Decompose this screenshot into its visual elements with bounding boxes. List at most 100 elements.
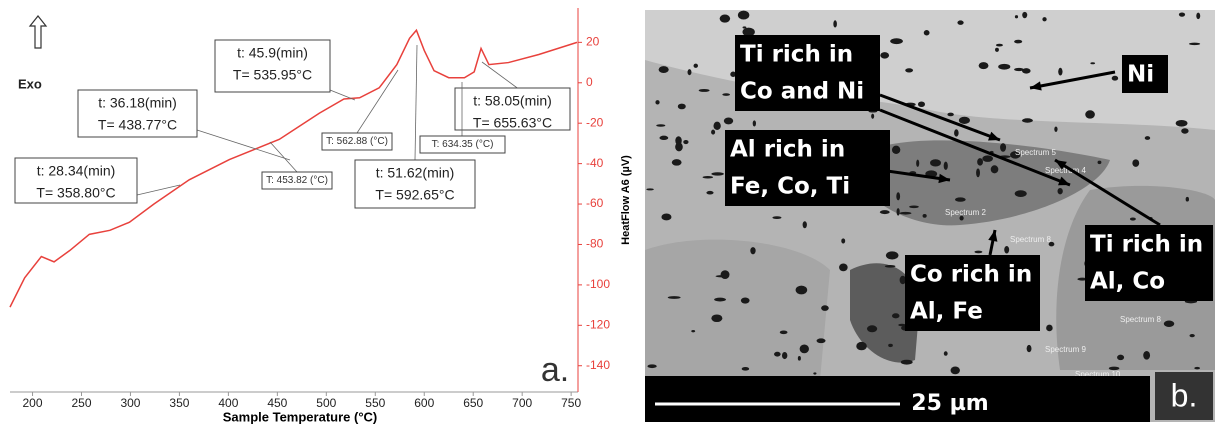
pore <box>841 238 845 243</box>
x-tick-label: 350 <box>169 396 189 410</box>
annotation-text: t: 28.34(min) <box>37 163 116 179</box>
pore <box>1164 321 1174 327</box>
pore <box>1046 325 1053 332</box>
pore <box>1189 43 1200 45</box>
pore <box>796 286 808 295</box>
pore <box>1130 217 1136 220</box>
pore <box>867 325 877 332</box>
label-text: Fe, Co, Ti <box>730 174 850 200</box>
pore <box>1004 246 1009 254</box>
dsc-chart: Exo Sample Temperature (°C) HeatFlow A6 … <box>10 8 632 424</box>
pore <box>839 263 848 271</box>
pore <box>661 214 671 221</box>
pore <box>683 140 688 144</box>
pore <box>918 101 925 107</box>
pore <box>714 298 726 302</box>
pore <box>897 208 900 216</box>
pore <box>833 20 837 27</box>
x-tick-label: 300 <box>120 396 140 410</box>
pore <box>817 338 826 343</box>
pore <box>703 176 714 178</box>
pore <box>782 352 787 359</box>
pore <box>1014 68 1024 71</box>
pore <box>1186 197 1189 202</box>
pore <box>974 251 982 254</box>
pore <box>656 124 665 126</box>
label-text: Al, Fe <box>910 299 983 325</box>
annotation-text: T= 438.77°C <box>98 117 177 133</box>
pore <box>880 210 890 214</box>
pore <box>780 330 788 334</box>
y-tick-label: -120 <box>586 317 610 331</box>
pore <box>738 11 749 20</box>
pore <box>753 120 756 126</box>
region <box>645 240 830 380</box>
pore <box>1058 68 1062 76</box>
y-tick-label: 0 <box>586 75 593 89</box>
annotation-text: t: 51.62(min) <box>376 165 455 181</box>
pore <box>774 352 781 357</box>
pore <box>886 251 899 259</box>
pore <box>1196 13 1200 19</box>
pore <box>742 367 749 371</box>
annotation-text: t: 58.05(min) <box>473 93 552 109</box>
pore <box>885 265 896 268</box>
leader-line <box>197 130 290 160</box>
y-tick-label: -60 <box>586 196 604 210</box>
pore <box>976 168 980 177</box>
pore <box>998 64 1010 70</box>
annotation-text: T: 634.35 (°C) <box>432 139 494 150</box>
pore <box>694 64 698 68</box>
pore <box>996 44 1003 47</box>
pore <box>659 66 669 73</box>
leader-line <box>357 70 398 133</box>
pore <box>979 62 989 69</box>
pore <box>1054 126 1057 131</box>
pore <box>800 345 809 354</box>
label-text: Co rich in <box>910 262 1032 288</box>
pore <box>888 344 893 347</box>
pore <box>995 48 999 52</box>
y-tick-label: -40 <box>586 156 604 170</box>
pore <box>856 342 867 350</box>
y-tick-label: -100 <box>586 277 610 291</box>
pore <box>916 160 919 167</box>
pore <box>1015 15 1018 18</box>
annotation-text: t: 36.18(min) <box>98 95 177 111</box>
scale-bar-label: 25 µm <box>911 391 988 416</box>
pore <box>706 191 713 195</box>
pore <box>1015 190 1027 197</box>
pore <box>880 52 889 58</box>
x-tick-label: 650 <box>463 396 483 410</box>
pore <box>1042 17 1046 21</box>
x-tick-label: 400 <box>218 396 238 410</box>
spectrum-label: Spectrum 8 <box>1010 235 1051 244</box>
x-tick-label: 600 <box>414 396 434 410</box>
pore <box>944 351 948 355</box>
pore <box>1181 128 1188 133</box>
pore <box>871 114 874 119</box>
pore <box>743 26 747 28</box>
spectrum-label: Spectrum 9 <box>1045 345 1086 354</box>
y-tick-label: -20 <box>586 115 604 129</box>
spectrum-label: Spectrum 8 <box>1120 315 1161 324</box>
label-text: Ni <box>1127 62 1154 88</box>
pore <box>668 296 681 299</box>
x-tick-label: 700 <box>512 396 532 410</box>
pore <box>923 214 927 218</box>
pore <box>688 69 692 75</box>
pore <box>924 30 930 35</box>
annotation-text: T: 562.88 (°C) <box>326 136 388 147</box>
panel-label: b. <box>1171 377 1198 413</box>
annotation-text: T= 358.80°C <box>36 185 115 201</box>
leader-line <box>330 90 355 100</box>
pore <box>722 93 730 96</box>
pore <box>1132 159 1139 167</box>
pore <box>954 129 959 136</box>
pore <box>1000 143 1006 152</box>
pore <box>691 330 695 332</box>
pore <box>957 20 963 25</box>
pore <box>798 356 801 361</box>
pore <box>772 216 781 219</box>
pore <box>899 212 911 215</box>
